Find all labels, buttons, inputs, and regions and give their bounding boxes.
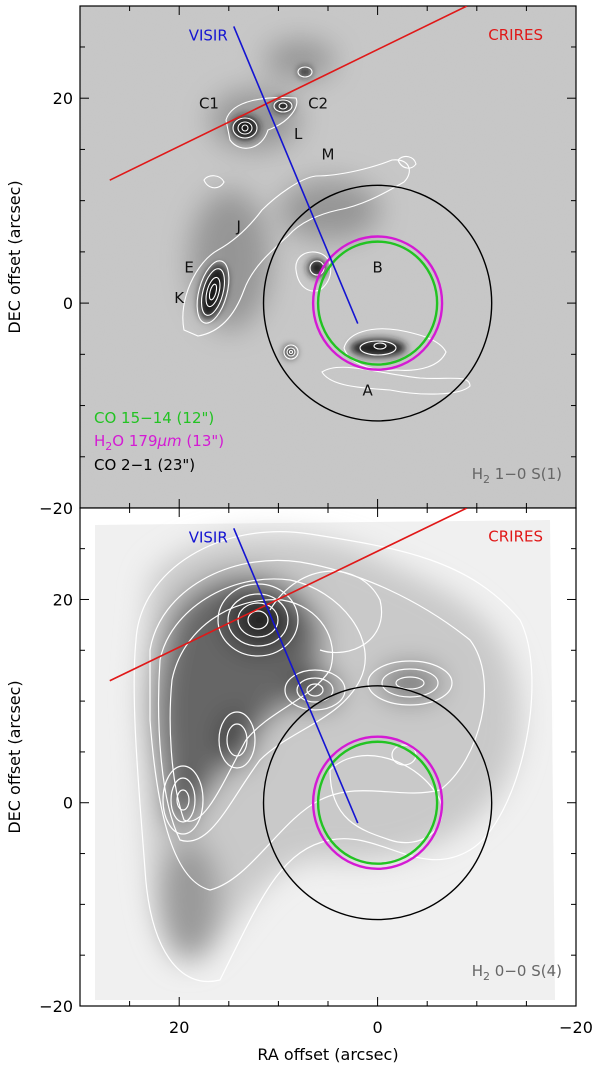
bottom-axis-ticks — [79, 508, 577, 1007]
y-tick-label: 0 — [63, 294, 73, 313]
top-y-tick-labels: 20 0 −20 — [39, 89, 73, 518]
y-tick-label: 0 — [63, 794, 73, 813]
legend-co-15-14: CO 15−14 (12") — [94, 409, 214, 427]
x-tick-label: 20 — [169, 1018, 189, 1037]
beam-circle — [262, 184, 493, 422]
top-contours — [182, 66, 471, 395]
top-legend: CO 15−14 (12") H2O 179μm (13") CO 2−1 (2… — [94, 409, 224, 474]
bottom-panel: 20 0 −20 20 0 −20 DEC offset (arcsec) RA off… — [5, 507, 593, 1064]
top-knot-labels: C1 C2 L M J EK B A — [174, 94, 382, 399]
top-axis-ticks — [79, 6, 577, 509]
legend-h2o-179um: H2O 179μm (13") — [94, 432, 224, 453]
bottom-map-label: H2 0−0 S(4) — [472, 962, 562, 983]
beam-circle — [311, 235, 444, 371]
knot-label: C2 — [308, 94, 328, 112]
top-overlays — [109, 6, 493, 422]
visir-slit-line — [233, 26, 359, 324]
y-tick-label: 20 — [53, 89, 73, 108]
bottom-instrument-labels: VISIR CRIRES — [189, 528, 543, 547]
crires-label: CRIRES — [488, 528, 543, 546]
top-map-label: H2 1−0 S(1) — [472, 465, 562, 486]
beam-circle — [262, 685, 493, 921]
beam-circle — [316, 740, 439, 865]
bottom-overlays — [109, 508, 493, 921]
legend-co-2-1: CO 2−1 (23") — [94, 456, 195, 474]
top-instrument-labels: VISIR CRIRES — [189, 26, 543, 45]
visir-label: VISIR — [189, 528, 228, 546]
beam-circle — [316, 240, 439, 366]
bottom-map-image — [80, 508, 576, 1006]
beam-circle — [311, 735, 444, 870]
knot-label: K — [174, 289, 185, 307]
top-y-axis-label: DEC offset (arcsec) — [5, 180, 24, 333]
y-tick-label: 20 — [53, 590, 73, 609]
visir-label: VISIR — [189, 26, 228, 44]
x-tick-labels: 20 0 −20 — [169, 1018, 593, 1037]
top-map-image — [80, 6, 576, 508]
knot-label: E — [184, 258, 193, 276]
y-tick-label: −20 — [39, 499, 73, 518]
knot-label: L — [294, 125, 303, 143]
visir-slit-line — [233, 528, 359, 824]
knot-label: B — [372, 258, 382, 276]
crires-slit-line — [109, 6, 468, 181]
knot-label: J — [236, 217, 241, 235]
knot-label: C1 — [199, 94, 219, 112]
bottom-y-axis-label: DEC offset (arcsec) — [5, 680, 24, 833]
crires-label: CRIRES — [488, 26, 543, 44]
bottom-y-tick-labels: 20 0 −20 — [39, 590, 73, 1016]
knot-label: M — [322, 146, 335, 164]
x-axis-label: RA offset (arcsec) — [257, 1045, 398, 1064]
y-tick-label: −20 — [39, 997, 73, 1016]
top-panel: 20 0 −20 DEC offset (arcsec) C1 C2 L M J EK B A C… — [5, 5, 577, 518]
knot-label: A — [363, 381, 374, 399]
x-tick-label: 0 — [373, 1018, 383, 1037]
x-tick-label: −20 — [559, 1018, 593, 1037]
crires-slit-line — [109, 508, 468, 682]
